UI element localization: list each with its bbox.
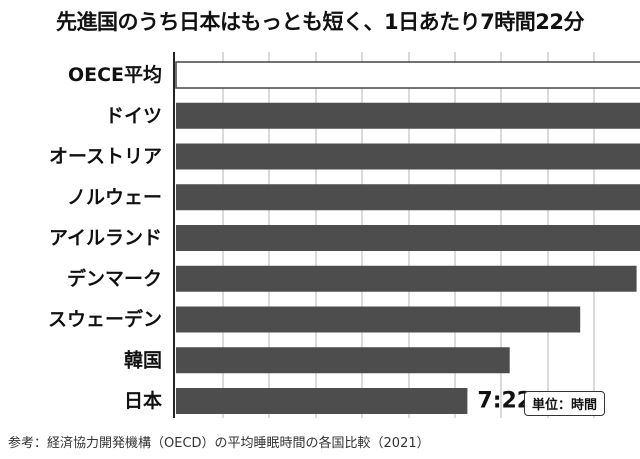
chart-title: 先進国のうち日本はもっとも短く、1日あたり7時間22分	[56, 10, 584, 34]
category-label-3: ノルウェー	[67, 186, 162, 208]
bar-3	[176, 184, 640, 211]
category-label-1: ドイツ	[105, 105, 162, 127]
category-label-8: 日本	[124, 389, 162, 412]
category-label-4: アイルランド	[49, 227, 162, 249]
bar-5	[176, 265, 637, 292]
bar-0	[175, 61, 640, 89]
category-label-0: OECE平均	[68, 63, 162, 86]
bar-1	[176, 102, 640, 129]
source-note: 参考：経済協力開発機構（OECD）の平均睡眠時間の各国比較（2021）	[8, 436, 430, 451]
data-label-8: 7:22	[477, 389, 532, 414]
bar-2	[176, 143, 640, 170]
unit-label: 単位：時間	[524, 391, 606, 416]
bar-8	[176, 388, 468, 414]
bar-7	[176, 347, 510, 374]
category-label-2: オーストリア	[49, 146, 162, 168]
category-label-6: スウェーデン	[48, 308, 162, 331]
bar-6	[176, 306, 581, 333]
category-label-7: 韓国	[124, 348, 162, 371]
bar-4	[176, 225, 640, 251]
category-label-5: デンマーク	[67, 267, 162, 290]
